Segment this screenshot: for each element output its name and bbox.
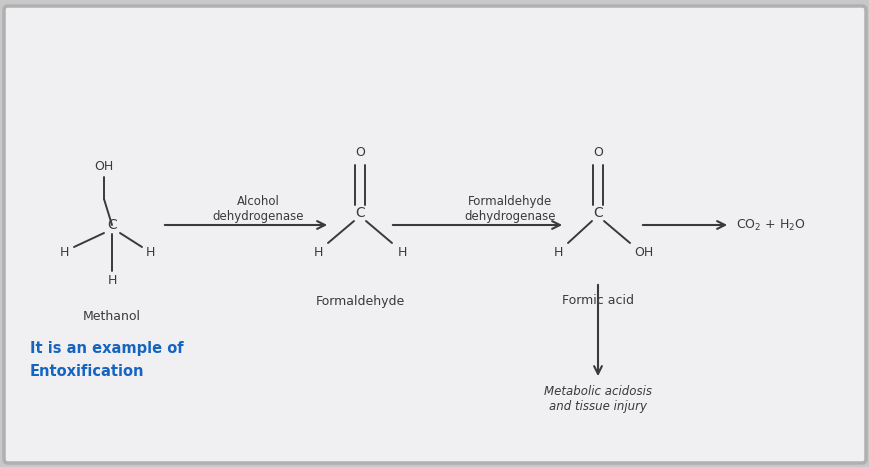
Text: O: O (355, 147, 364, 160)
Text: Entoxification: Entoxification (30, 365, 144, 380)
Text: C: C (593, 206, 602, 220)
Text: CO$_2$ + H$_2$O: CO$_2$ + H$_2$O (735, 218, 805, 233)
Text: Formaldehyde
dehydrogenase: Formaldehyde dehydrogenase (464, 195, 555, 223)
FancyBboxPatch shape (4, 6, 865, 463)
Text: Methanol: Methanol (83, 311, 141, 324)
Text: Alcohol
dehydrogenase: Alcohol dehydrogenase (212, 195, 303, 223)
Text: H: H (313, 247, 322, 260)
Text: OH: OH (634, 247, 653, 260)
Text: H: H (397, 247, 406, 260)
Text: H: H (145, 247, 155, 260)
Text: H: H (553, 247, 562, 260)
Text: C: C (355, 206, 364, 220)
Text: Formaldehyde: Formaldehyde (315, 295, 404, 307)
Text: H: H (107, 275, 116, 288)
Text: O: O (593, 147, 602, 160)
Text: Formic acid: Formic acid (561, 295, 634, 307)
Text: C: C (107, 218, 116, 232)
Text: OH: OH (94, 161, 114, 174)
Text: H: H (59, 247, 69, 260)
Text: Metabolic acidosis
and tissue injury: Metabolic acidosis and tissue injury (543, 385, 651, 413)
Text: It is an example of: It is an example of (30, 341, 183, 356)
